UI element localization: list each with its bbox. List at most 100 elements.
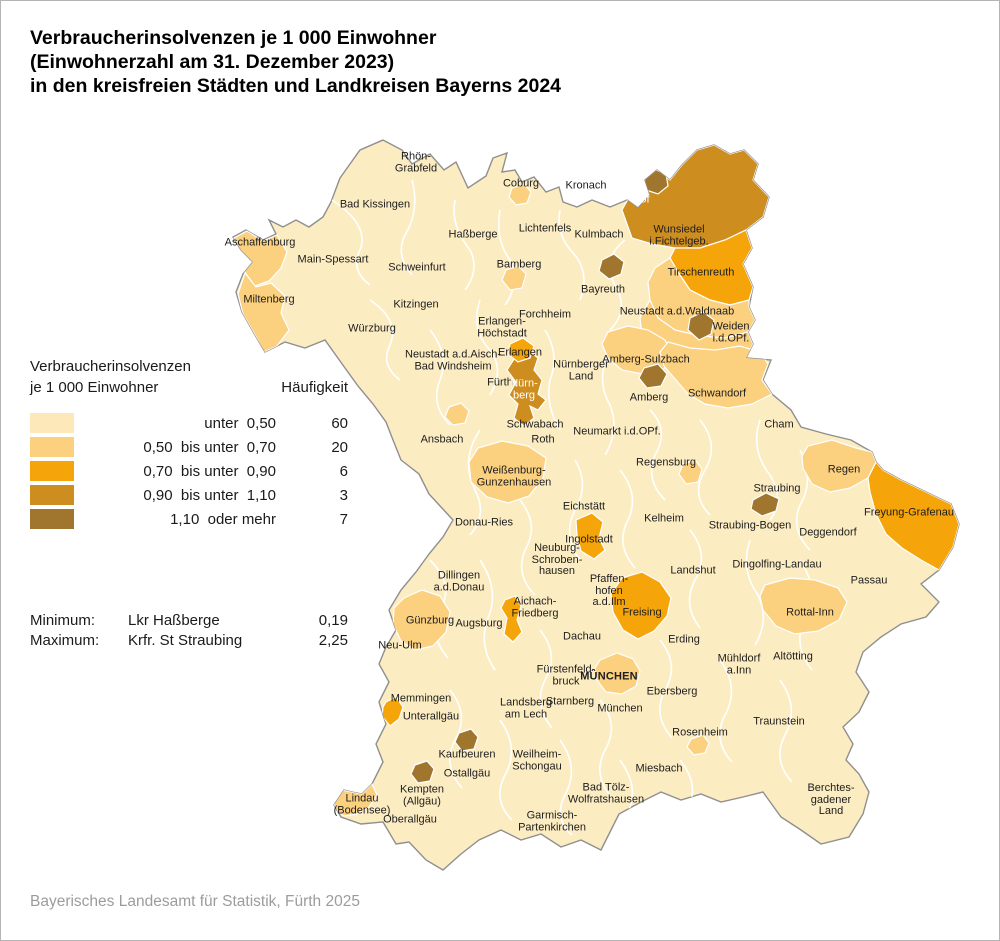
district-label: Ingolstadt (565, 533, 613, 546)
district-label: Kempten (Allgäu) (399, 783, 445, 807)
district-label: Dingolfing-Landau (732, 558, 822, 571)
legend-row: 1,10 oder mehr 7 (30, 507, 348, 531)
district-label: Wunsiedel i.Fichtelgeb. (649, 223, 709, 247)
district-label: Garmisch- Partenkirchen (518, 809, 586, 833)
district-label: Neumarkt i.d.OPf. (573, 425, 661, 438)
district-label: Miltenberg (243, 293, 295, 306)
district-region-freyung-grafenau (867, 460, 959, 571)
district-label: München (597, 702, 643, 715)
district-border-line (400, 179, 416, 276)
district-label: Neustadt a.d.Aisch- Bad Windsheim (405, 348, 501, 372)
district-label: Neustadt a.d.Waldnaab (619, 305, 735, 318)
district-label: Weilheim- Schongau (512, 748, 562, 772)
district-border-line (688, 529, 703, 629)
district-border-line (475, 299, 499, 396)
district-label: Kelheim (644, 512, 684, 525)
district-label: Nürn- berg (510, 377, 538, 401)
district-label: Lindau (Bodensee) (333, 792, 391, 816)
minimum-district: Lkr Haßberge (128, 612, 220, 629)
district-border-line (449, 689, 463, 789)
district-label: Ostallgäu (443, 767, 491, 780)
legend-swatch (30, 461, 74, 481)
district-label: MÜNCHEN (580, 670, 638, 683)
district-label: Ebersberg (646, 685, 698, 698)
legend-title-line2: je 1 000 Einwohner (30, 379, 159, 396)
district-label: Eichstätt (562, 500, 606, 513)
district-label: Regensburg (636, 456, 696, 469)
district-label: Straubing-Bogen (708, 519, 792, 532)
district-label: Rhön- Grabfeld (394, 150, 438, 174)
minimum-row: Minimum: Lkr Haßberge 0,19 (30, 611, 348, 631)
district-label: Kitzingen (393, 298, 439, 311)
legend-frequency-header: Häufigkeit (281, 379, 348, 396)
district-label: Augsburg (455, 617, 503, 630)
legend-class-count: 60 (331, 414, 348, 432)
district-border-line (558, 209, 585, 301)
district-label: Fürstenfeld- bruck (536, 663, 596, 687)
district-border-line (779, 679, 793, 783)
district-label: Günzburg (405, 614, 455, 627)
district-label: Rottal-Inn (786, 606, 834, 619)
district-label: Freyung-Grafenau (864, 506, 954, 519)
extremes: Minimum: Lkr Haßberge 0,19 Maximum: Krfr… (30, 611, 348, 650)
district-border-line (519, 499, 536, 596)
district-label: Altötting (773, 650, 813, 663)
legend-class-label: 0,70 bis unter 0,90 (143, 462, 276, 480)
district-label: Landshut (670, 564, 716, 577)
district-label: Landsberg am Lech (500, 696, 552, 720)
legend-swatch (30, 437, 74, 457)
district-label: Bayreuth (580, 283, 626, 296)
legend-row: 0,70 bis unter 0,90 6 (30, 459, 348, 483)
district-border-line (649, 409, 666, 501)
district-label: Kronach (565, 179, 607, 192)
district-label: Amberg-Sulzbach (602, 353, 690, 366)
district-label: Würzburg (348, 322, 396, 335)
district-label: Donau-Ries (454, 516, 514, 529)
district-label: Schweinfurt (388, 261, 446, 274)
district-region-stadt-straubing (750, 492, 780, 517)
legend: Verbraucherinsolvenzen je 1 000 Einwohne… (30, 356, 348, 531)
district-label: Straubing (753, 482, 801, 495)
district-label: Coburg (502, 177, 540, 190)
district-region-stadt-erlangen (507, 337, 535, 363)
district-border-line (369, 299, 401, 381)
district-label: Neuburg- Schroben- hausen (531, 541, 583, 577)
district-border-line (619, 759, 634, 813)
district-label: Kulmbach (574, 228, 624, 241)
maximum-row: Maximum: Krfr. St Straubing 2,25 (30, 631, 348, 651)
district-label: Regen (827, 463, 861, 476)
district-region-stadt-bayreuth (598, 253, 625, 280)
district-region-stadt-augsburg (500, 595, 523, 643)
district-border-line (559, 739, 573, 836)
map-title-line3: in den kreisfreien Städten und Landkreis… (30, 75, 562, 97)
minimum-value: 0,19 (318, 612, 348, 629)
district-label: Oberallgäu (383, 813, 437, 826)
legend-row: 0,50 bis unter 0,70 20 (30, 435, 348, 459)
legend-swatch (30, 485, 74, 505)
legend-class-label: unter 0,50 (204, 414, 276, 432)
district-label: Erlangen- Höchstadt (477, 315, 527, 339)
district-label: Neu-Ulm (378, 639, 422, 652)
district-border-line (429, 329, 451, 426)
district-border-line (544, 329, 561, 431)
maximum-label: Maximum: (30, 631, 100, 649)
district-border-line (499, 719, 513, 821)
district-region-stadt-kempten (410, 760, 435, 784)
district-label: Hof (632, 193, 650, 206)
district-region-weissenburg-gunzenhausen (468, 440, 547, 504)
district-label: Freising (622, 606, 662, 619)
district-border-line (497, 209, 515, 306)
district-region-stadt-kaufbeuren (454, 728, 479, 752)
district-region-stadt-ansbach (444, 402, 470, 426)
district-label: Fürth (487, 376, 513, 389)
district-label: Tirschenreuth (667, 266, 735, 279)
district-label: Schwabach (506, 418, 564, 431)
legend-class-count: 6 (339, 462, 348, 480)
district-label: Bad Tölz- Wolfratshausen (567, 781, 645, 805)
legend-class-label: 0,90 bis unter 1,10 (143, 486, 276, 504)
district-region-stadt-regensburg (678, 459, 703, 485)
district-label: Bamberg (496, 258, 542, 271)
district-border-line (619, 469, 636, 569)
legend-rows: unter 0,50 60 0,50 bis unter 0,70 20 0,70 bi… (30, 411, 348, 531)
legend-title-line1: Verbraucherinsolvenzen (30, 358, 191, 375)
